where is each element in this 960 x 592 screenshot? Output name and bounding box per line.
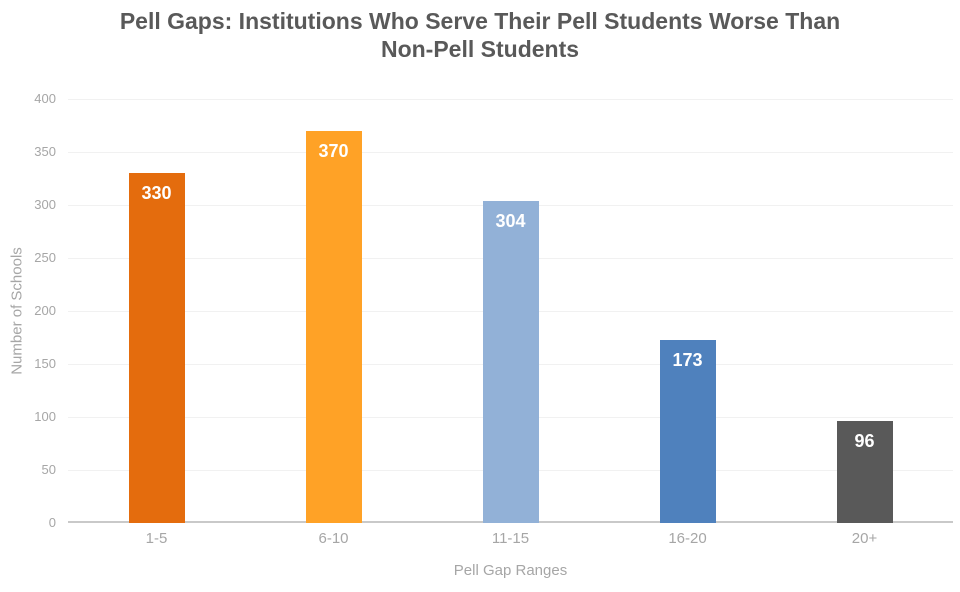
x-tick-label-11-15: 11-15 (491, 530, 530, 547)
x-axis-title: Pell Gap Ranges (453, 562, 568, 579)
y-tick-label-150: 150 (34, 356, 56, 371)
chart-title: Pell Gaps: Institutions Who Serve Their … (0, 7, 960, 63)
chart-title-text: Pell Gaps: Institutions Who Serve Their … (119, 8, 841, 62)
gridline-350 (68, 152, 953, 153)
bar-6-10: 370 (305, 131, 362, 523)
plot-area: 330 1-5 370 6-10 304 11-15 173 16-20 96 20+ (68, 99, 953, 547)
x-tick-label-1-5: 1-5 (145, 530, 168, 547)
bar-11-15: 304 (482, 201, 539, 523)
category-slot-16-20: 173 16-20 (599, 99, 776, 547)
bar-value-label-20+: 96 (854, 431, 875, 451)
x-tick-label-6-10: 6-10 (318, 530, 349, 547)
y-axis-tick-labels: 0 50 100 150 200 250 300 350 400 (0, 91, 56, 530)
category-slot-6-10: 370 6-10 (245, 99, 422, 547)
category-slot-1-5: 330 1-5 (68, 99, 245, 547)
bar-value-label-6-10: 370 (318, 141, 349, 161)
gridline-400 (68, 99, 953, 100)
bar-16-20: 173 (659, 340, 716, 523)
bar-1-5: 330 (128, 173, 185, 523)
y-tick-label-300: 300 (34, 197, 56, 212)
bar-value-label-11-15: 304 (495, 211, 526, 231)
y-tick-label-50: 50 (41, 462, 56, 477)
y-tick-label-0: 0 (48, 515, 56, 530)
bar-value-label-16-20: 173 (672, 350, 703, 370)
y-tick-label-400: 400 (34, 91, 56, 106)
y-tick-label-350: 350 (34, 144, 56, 159)
y-tick-label-250: 250 (34, 250, 56, 265)
category-slot-11-15: 304 11-15 (422, 99, 599, 547)
bar-value-label-1-5: 330 (141, 183, 172, 203)
bar-20+: 96 (836, 421, 893, 523)
x-tick-label-16-20: 16-20 (668, 530, 707, 547)
x-tick-label-20+: 20+ (851, 530, 878, 547)
y-tick-label-200: 200 (34, 303, 56, 318)
y-tick-label-100: 100 (34, 409, 56, 424)
category-slot-20+: 96 20+ (776, 99, 953, 547)
